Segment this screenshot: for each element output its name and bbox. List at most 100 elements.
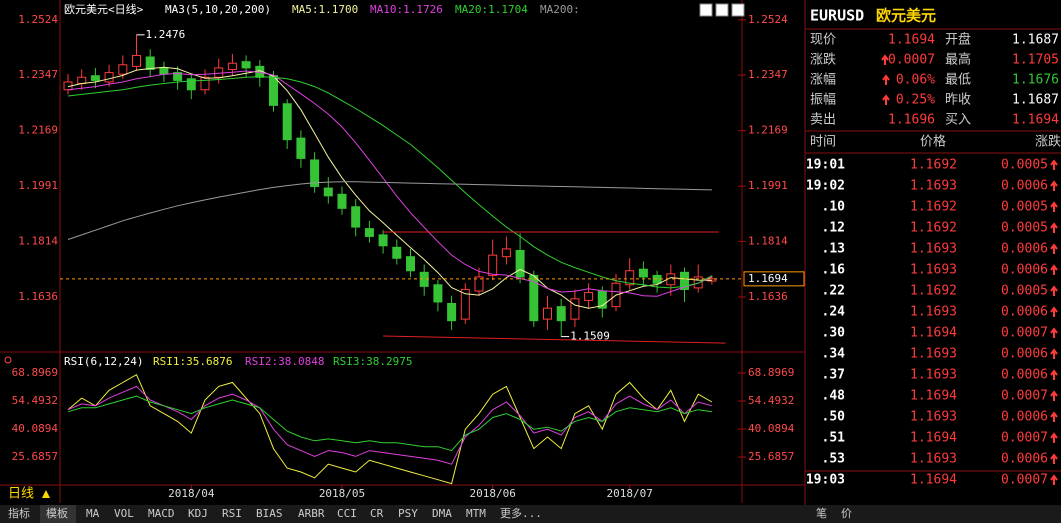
toolbar-bg [0, 505, 805, 523]
candle-body [145, 56, 155, 70]
y-tick-label-right: 25.6857 [748, 450, 794, 463]
trade-change: 0.0007 [1001, 473, 1048, 488]
toolbar-item[interactable]: KDJ [188, 507, 208, 520]
ma-line [67, 70, 713, 297]
trade-change: 0.0006 [1001, 242, 1048, 257]
toolbar-item[interactable]: MTM [466, 507, 486, 520]
trade-time: 19:01 [806, 158, 845, 173]
candle-body [186, 78, 196, 91]
toolbar-item[interactable]: BIAS [256, 507, 283, 520]
y-tick-label: 1.2169 [18, 124, 58, 137]
toolbar-item[interactable]: DMA [432, 507, 452, 520]
legend-entry: RSI3:38.2975 [333, 355, 412, 368]
up-arrow [1050, 285, 1058, 296]
y-tick-label-right: 1.1814 [748, 234, 788, 247]
period-arrow [42, 490, 50, 498]
icon[interactable] [699, 3, 713, 17]
panel-title: RSI(6,12,24) [64, 355, 143, 368]
toolbar-item[interactable]: ARBR [298, 507, 325, 520]
trade-price: 1.1692 [910, 221, 957, 236]
trade-time: .30 [822, 326, 846, 341]
up-arrow [1050, 390, 1058, 401]
toolbar-item[interactable]: MA [86, 507, 100, 520]
ma-line [67, 66, 712, 309]
toolbar-item[interactable]: CR [370, 507, 384, 520]
trade-price: 1.1693 [910, 347, 957, 362]
legend-entry: MA20:1.1704 [455, 3, 528, 16]
toolbar-item[interactable]: PSY [398, 507, 418, 520]
trade-change: 0.0007 [1001, 389, 1048, 404]
trade-time: .48 [822, 389, 846, 404]
trade-price: 1.1693 [910, 305, 957, 320]
trade-time: .12 [822, 221, 845, 236]
period-label[interactable]: 日线 [8, 487, 34, 502]
candle-body [77, 76, 87, 85]
symbol: EURUSD [810, 7, 864, 25]
x-tick-label: 2018/05 [319, 487, 365, 500]
side-tab[interactable]: 价 [841, 507, 852, 520]
trade-price: 1.1692 [910, 284, 957, 299]
candle-body [364, 228, 374, 237]
toolbar-item[interactable]: CCI [337, 507, 357, 520]
toolbar-item[interactable]: 更多... [500, 506, 542, 520]
last-price-box [743, 271, 805, 287]
quote-label: 昨收 [945, 93, 971, 108]
candle-body [227, 62, 237, 70]
candle-body [433, 284, 443, 303]
candle-body [392, 246, 402, 259]
trade-time: .16 [822, 263, 846, 278]
y-tick-label: 1.2524 [18, 13, 58, 26]
trade-price: 1.1694 [910, 389, 957, 404]
icon[interactable] [715, 3, 729, 17]
trade-change: 0.0006 [1001, 410, 1048, 425]
candle-body [200, 76, 210, 91]
candle-body [570, 298, 580, 320]
candle-body [556, 306, 566, 322]
trades-header: 时间 [810, 135, 836, 150]
ma-line [67, 76, 713, 289]
legend-entry: MA10:1.1726 [370, 3, 443, 16]
candle-body [159, 67, 169, 75]
rsi-line [67, 385, 713, 465]
toolbar-item[interactable]: VOL [114, 507, 134, 520]
trade-price: 1.1693 [910, 242, 957, 257]
up-arrow [1050, 474, 1058, 485]
candle-body [296, 137, 306, 159]
quote-value: 1.1676 [1012, 73, 1059, 88]
trade-price: 1.1694 [910, 326, 957, 341]
trade-change: 0.0007 [1001, 326, 1048, 341]
legend-entry: MA5:1.1700 [292, 3, 358, 16]
toolbar-item[interactable]: 模板 [46, 506, 68, 520]
candle-body [501, 248, 511, 258]
high-label: 1.2476 [146, 28, 186, 41]
candle-body [241, 61, 251, 69]
candle-body [337, 193, 347, 209]
up-arrow [1050, 159, 1058, 170]
quote-label: 涨幅 [810, 73, 836, 88]
candle-body [638, 268, 648, 278]
trades-header: 价格 [920, 134, 946, 150]
last-price-label: 1.1694 [748, 272, 788, 285]
y-tick-label-right: 40.0894 [748, 422, 795, 435]
trade-price: 1.1692 [910, 158, 957, 173]
quote-value: 1.1694 [1012, 113, 1059, 128]
up-arrow [1050, 348, 1058, 359]
trade-change: 0.0005 [1001, 221, 1048, 236]
y-tick-label-right: 1.1636 [748, 290, 788, 303]
legend-entry: RSI2:38.0848 [245, 355, 324, 368]
toolbar-item[interactable]: 指标 [8, 506, 30, 520]
toolbar-item[interactable]: RSI [222, 507, 242, 520]
up-arrow [1050, 453, 1058, 464]
trade-time: .22 [822, 284, 845, 299]
icon[interactable] [731, 3, 745, 17]
candle-body [173, 72, 183, 81]
trade-time: .10 [822, 200, 846, 215]
trade-price: 1.1694 [910, 473, 957, 488]
side-tab[interactable]: 笔 [816, 506, 827, 520]
toolbar-item[interactable]: MACD [148, 507, 175, 520]
candle-body [351, 206, 361, 228]
legend-entry: RSI1:35.6876 [153, 355, 232, 368]
trade-price: 1.1693 [910, 179, 957, 194]
candle-body [693, 276, 703, 289]
trade-change: 0.0006 [1001, 368, 1048, 383]
